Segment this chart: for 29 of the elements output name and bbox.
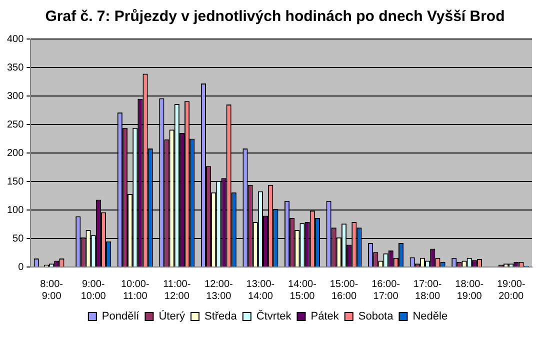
legend-label: Neděle (412, 310, 448, 323)
y-tick-label: 50 (12, 233, 24, 244)
y-tick-label: 250 (6, 119, 24, 130)
x-tick-label: 8:00-9:00 (40, 278, 63, 302)
chart-title: Graf č. 7: Průjezdy v jednotlivých hodinách po dnech Vyšší Brod (44, 7, 506, 27)
x-tick-label: 17:00-18:00 (413, 278, 442, 302)
x-tick-label: 19:00-20:00 (496, 278, 526, 302)
y-tick-label: 350 (6, 62, 24, 74)
y-tick-label: 0 (18, 262, 24, 273)
y-tick-label: 400 (6, 34, 24, 45)
y-tick-label: 150 (6, 176, 24, 188)
x-tick-label: 12:00-13:00 (204, 278, 233, 302)
x-tick-label: 16:00-17:00 (372, 278, 400, 302)
x-tick-label: 13:00-14:00 (246, 278, 275, 302)
y-tick-label: 200 (6, 148, 24, 159)
x-tick-label: 11:00-12:00 (163, 278, 191, 302)
legend-label: Pondělí (102, 310, 140, 323)
legend-label: Středa (204, 310, 238, 323)
y-tick-label: 300 (6, 90, 24, 102)
x-tick-label: 14:00-15:00 (288, 278, 316, 302)
x-tick-label: 15:00-16:00 (330, 278, 358, 302)
legend-label: Pátek (310, 310, 340, 323)
y-tick-label: 100 (6, 204, 24, 216)
legend-label: Sobota (358, 310, 394, 323)
x-tick-label: 18:00-19:00 (455, 278, 484, 302)
legend-label: Úterý (158, 310, 186, 323)
x-tick-label: 9:00-10:00 (80, 278, 106, 302)
legend-label: Čtvrtek (256, 310, 292, 323)
x-tick-label: 10:00-11:00 (120, 278, 150, 302)
